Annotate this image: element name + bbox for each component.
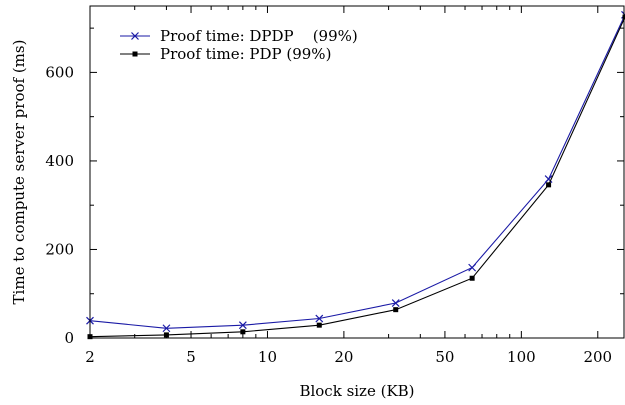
data-point-2 <box>240 329 246 335</box>
series-line-2 <box>89 16 625 338</box>
x-tick-label: 20 <box>334 348 353 366</box>
plot-frame <box>89 5 625 339</box>
data-point-1 <box>315 314 324 323</box>
data-point-1 <box>238 321 247 330</box>
x-tick-label: 5 <box>186 348 196 366</box>
x-axis-label: Block size (KB) <box>299 382 414 400</box>
legend-marker-1 <box>131 32 139 40</box>
data-point-1 <box>162 324 171 333</box>
x-tick-label: 10 <box>258 348 277 366</box>
x-tick-label: 200 <box>583 348 612 366</box>
data-point-2 <box>469 275 475 281</box>
data-point-2 <box>546 182 552 188</box>
legend-label-2: Proof time: PDP (99%) <box>160 45 331 63</box>
x-axis-ticks: 2 5 10 20 50 100 200 <box>85 6 612 366</box>
x-tick-label: 2 <box>85 348 95 366</box>
x-tick-label: 100 <box>507 348 536 366</box>
data-point-1 <box>544 175 553 184</box>
plot-series <box>86 10 625 340</box>
y-axis-label: Time to compute server proof (ms) <box>10 40 28 305</box>
y-tick-label: 600 <box>45 63 74 81</box>
y-tick-label: 0 <box>64 329 74 347</box>
data-point-2 <box>163 332 169 338</box>
legend-marker-2 <box>132 51 138 57</box>
legend-label-1: Proof time: DPDP (99%) <box>160 27 358 45</box>
legend: Proof time: DPDP (99%)Proof time: PDP (9… <box>120 27 358 63</box>
y-axis-ticks: 0 200 400 600 <box>45 27 624 347</box>
y-tick-label: 400 <box>45 152 74 170</box>
x-tick-label: 50 <box>435 348 454 366</box>
data-point-2 <box>393 307 399 313</box>
y-tick-label: 200 <box>45 240 74 258</box>
data-point-1 <box>468 263 477 272</box>
data-point-2 <box>316 322 322 328</box>
series-line-1 <box>89 14 625 329</box>
data-point-1 <box>391 299 400 307</box>
